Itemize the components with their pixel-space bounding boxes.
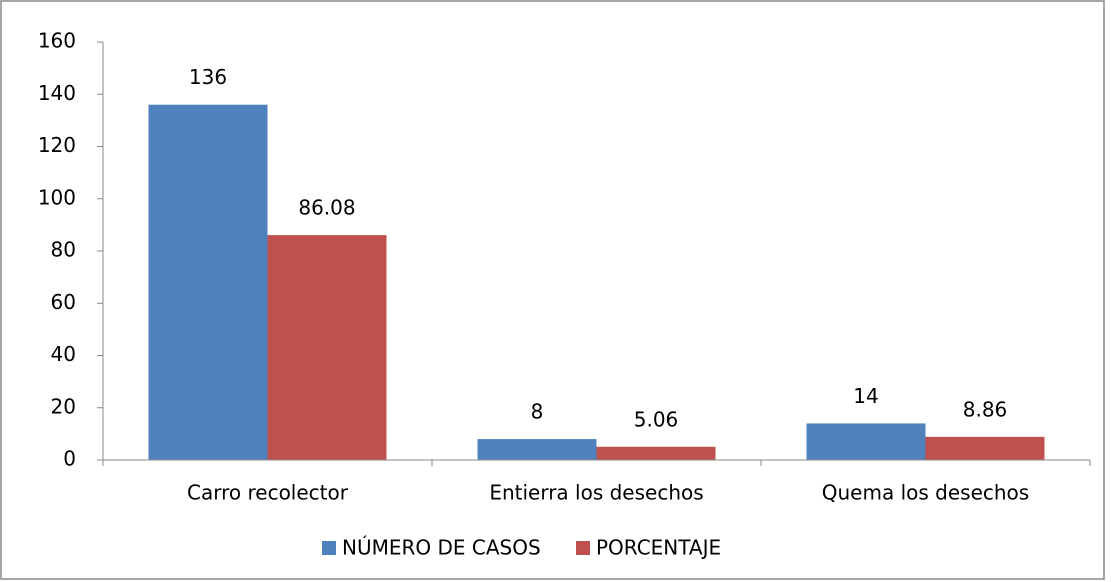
x-tick-label: Quema los desechos: [822, 481, 1029, 505]
legend-label: NÚMERO DE CASOS: [342, 536, 541, 560]
bar: [806, 423, 926, 460]
y-tick-label: 140: [38, 81, 76, 105]
data-label: 8.86: [963, 397, 1008, 421]
bar: [148, 104, 268, 460]
legend-swatch: [322, 541, 336, 555]
legend-label: PORCENTAJE: [596, 536, 721, 560]
y-tick-label: 20: [51, 394, 76, 418]
x-tick-label: Entierra los desechos: [489, 481, 703, 505]
x-tick-label: Carro recolector: [187, 481, 349, 505]
bar: [477, 439, 597, 460]
y-tick-label: 80: [51, 238, 76, 262]
data-label: 5.06: [634, 407, 679, 431]
legend-swatch: [576, 541, 590, 555]
y-tick-label: 100: [38, 185, 76, 209]
bar: [925, 436, 1045, 460]
data-label: 8: [531, 400, 544, 424]
y-tick-label: 60: [51, 290, 76, 314]
bar: [596, 446, 716, 460]
data-label: 136: [189, 65, 227, 89]
y-tick-label: 0: [63, 447, 76, 471]
data-label: 14: [853, 384, 878, 408]
y-tick-label: 120: [38, 133, 76, 157]
data-label: 86.08: [298, 196, 355, 220]
bar: [267, 235, 387, 460]
y-tick-label: 160: [38, 29, 76, 53]
y-tick-label: 40: [51, 342, 76, 366]
